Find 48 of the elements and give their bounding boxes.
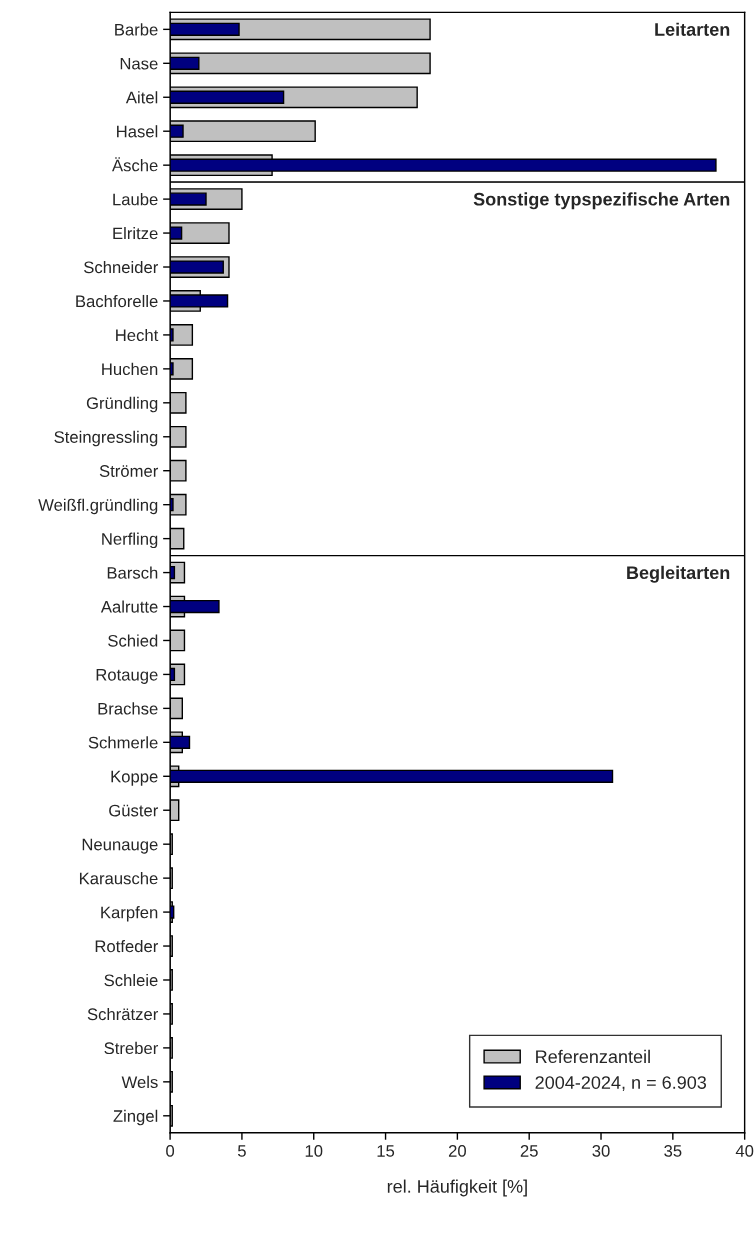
x-tick-label: 35 [664, 1145, 682, 1157]
y-tick-label: Streber [104, 1041, 159, 1055]
x-tick-label: 20 [448, 1145, 466, 1157]
x-axis-title: rel. Häufigkeit [%] [387, 1179, 527, 1197]
y-tick-label: Karpfen [101, 906, 158, 922]
legend-label: 2004-2024, n = 6.903 [535, 1076, 707, 1092]
y-tick-label: Nase [120, 57, 158, 70]
y-tick-label: Zingel [113, 1109, 158, 1126]
x-tick-label: 40 [735, 1145, 754, 1157]
y-tick-label: Aalrutte [100, 600, 158, 613]
y-tick-label: Schrätzer [87, 1007, 159, 1021]
y-tick-label: Schleie [104, 973, 158, 987]
y-tick-label: Weißfl.gründling [38, 498, 158, 515]
x-tick-label: 5 [237, 1145, 246, 1157]
y-tick-label: Schneider [84, 260, 159, 274]
y-tick-label: Brachse [98, 702, 158, 715]
x-tick-label: 10 [305, 1145, 323, 1157]
y-tick-label: Aitel [125, 91, 158, 104]
x-tick-label: 15 [377, 1145, 395, 1157]
y-tick-label: Äsche [112, 157, 158, 172]
y-tick-label: Schied [108, 634, 158, 647]
y-tick-label: Schmerle [88, 736, 158, 749]
y-tick-label: Elritze [113, 227, 158, 240]
y-tick-label: Güster [109, 804, 159, 817]
y-tick-label: Barbe [115, 23, 158, 36]
x-tick-label: 30 [592, 1145, 610, 1157]
y-tick-label: Wels [121, 1075, 158, 1089]
y-tick-label: Rotauge [96, 669, 158, 684]
x-tick-label: 25 [520, 1145, 538, 1157]
legend-label: Referenzanteil [536, 1049, 650, 1064]
y-tick-label: Huchen [102, 362, 158, 376]
y-tick-label: Steingressling [54, 430, 158, 447]
y-tick-label: Hasel [117, 125, 158, 138]
y-tick-label: Koppe [111, 770, 158, 786]
y-tick-label: Rotfeder [95, 940, 159, 953]
band-label: Leitarten [655, 22, 730, 36]
x-tick-label: 0 [166, 1145, 175, 1157]
y-tick-label: Neunauge [82, 838, 158, 854]
y-tick-label: Barsch [107, 566, 158, 579]
y-tick-label: Karausche [79, 872, 158, 885]
band-label: Begleitarten [627, 565, 730, 583]
y-tick-label: Hecht [116, 328, 159, 342]
y-tick-label: Strömer [99, 465, 159, 477]
y-tick-label: Bachforelle [76, 294, 158, 308]
band-label: Sonstige typspezifische Arten [473, 192, 730, 210]
y-tick-label: Gründling [86, 396, 158, 413]
y-tick-label: Laube [113, 193, 158, 206]
y-tick-label: Nerfling [102, 532, 158, 549]
